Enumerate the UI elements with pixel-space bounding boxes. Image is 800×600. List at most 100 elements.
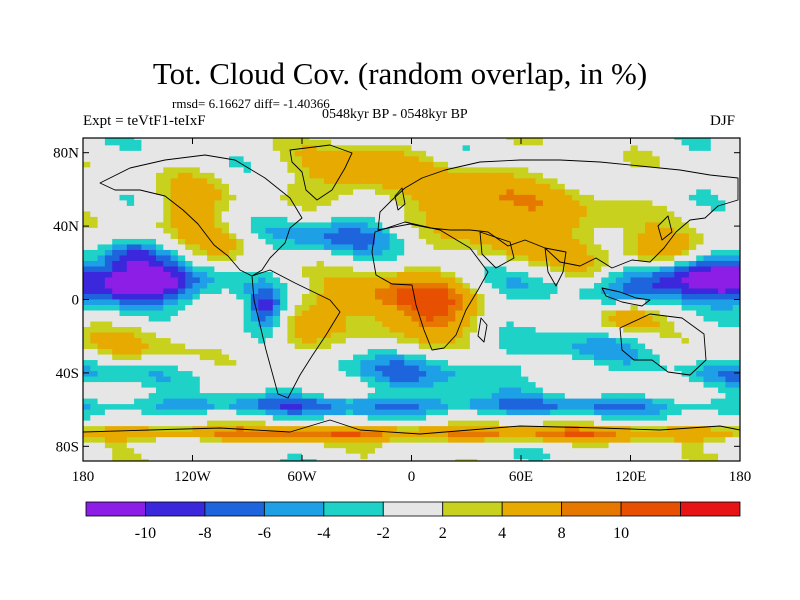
field-cell [433, 238, 442, 245]
field-cell [90, 360, 98, 366]
field-cell [601, 431, 609, 438]
field-cell [134, 316, 142, 322]
field-cell [389, 343, 398, 350]
field-cell [703, 316, 712, 322]
field-cell [141, 409, 150, 416]
field-cell [732, 393, 740, 400]
field-cell [243, 277, 252, 284]
field-cell [302, 398, 310, 405]
field-cell [207, 299, 215, 306]
field-cell [199, 271, 208, 278]
field-cell [170, 332, 179, 339]
field-cell [550, 260, 558, 267]
field-cell [426, 138, 434, 141]
field-cell [294, 327, 303, 333]
field-cell [148, 161, 157, 168]
field-cell [83, 211, 91, 218]
field-cell [265, 211, 274, 218]
field-cell [448, 316, 456, 322]
field-cell [112, 371, 120, 377]
field-cell [170, 161, 179, 168]
field-cell [207, 189, 215, 196]
field-cell [192, 376, 201, 383]
field-cell [192, 338, 201, 344]
field-cell [156, 277, 164, 284]
field-cell [557, 200, 566, 207]
field-cell [177, 398, 186, 405]
field-cell [732, 305, 740, 311]
field-cell [681, 211, 690, 218]
field-cell [250, 161, 259, 168]
field-cell [360, 277, 369, 284]
field-cell [185, 327, 193, 333]
field-cell [126, 321, 135, 328]
field-cell [513, 338, 522, 344]
field-cell [608, 216, 617, 223]
field-cell [323, 244, 332, 251]
field-cell [367, 409, 376, 416]
field-cell [360, 343, 369, 350]
field-cell [126, 150, 135, 157]
field-cell [323, 354, 332, 361]
field-cell [426, 222, 434, 229]
field-cell [462, 277, 471, 284]
field-cell [177, 327, 186, 333]
field-cell [243, 376, 252, 383]
field-cell [309, 260, 317, 267]
field-cell [601, 310, 609, 317]
field-cell [396, 382, 405, 388]
field-cell [557, 343, 566, 350]
field-cell [710, 200, 719, 207]
field-cell [265, 387, 274, 394]
field-cell [243, 167, 252, 174]
field-cell [345, 420, 354, 427]
field-cell [119, 415, 128, 422]
field-cell [455, 360, 463, 366]
field-cell [229, 150, 237, 157]
field-cell [630, 233, 639, 240]
field-cell [594, 238, 602, 245]
field-cell [718, 178, 726, 185]
field-cell [550, 249, 558, 256]
field-cell [382, 431, 390, 438]
field-cell [579, 161, 588, 168]
field-cell [265, 233, 274, 240]
field-cell [177, 305, 186, 311]
field-cell [258, 321, 266, 328]
field-cell [170, 360, 179, 366]
field-cell [674, 249, 682, 256]
field-cell [316, 343, 325, 350]
field-cell [229, 200, 237, 207]
field-cell [170, 371, 179, 377]
field-cell [404, 238, 412, 245]
field-cell [469, 387, 478, 394]
field-cell [667, 338, 675, 344]
field-cell [426, 387, 434, 394]
field-cell [192, 150, 201, 157]
field-cell [126, 172, 135, 179]
field-cell [177, 227, 186, 234]
field-cell [112, 222, 120, 229]
field-cell [353, 415, 361, 422]
field-cell [469, 316, 478, 322]
field-cell [280, 431, 288, 438]
field-cell [615, 150, 624, 157]
field-cell [484, 178, 493, 185]
field-cell [345, 299, 354, 306]
field-cell [126, 238, 135, 245]
field-cell [506, 376, 515, 383]
field-cell [177, 310, 186, 317]
field-cell [375, 249, 383, 256]
field-cell [236, 249, 244, 256]
field-cell [550, 222, 558, 229]
field-cell [141, 382, 150, 388]
field-cell [550, 327, 558, 333]
field-cell [221, 382, 230, 388]
field-cell [104, 244, 113, 251]
field-cell [331, 249, 339, 256]
field-cell [192, 299, 201, 306]
field-cell [163, 393, 171, 400]
field-cell [294, 420, 303, 427]
field-cell [535, 293, 544, 300]
field-cell [426, 365, 434, 372]
